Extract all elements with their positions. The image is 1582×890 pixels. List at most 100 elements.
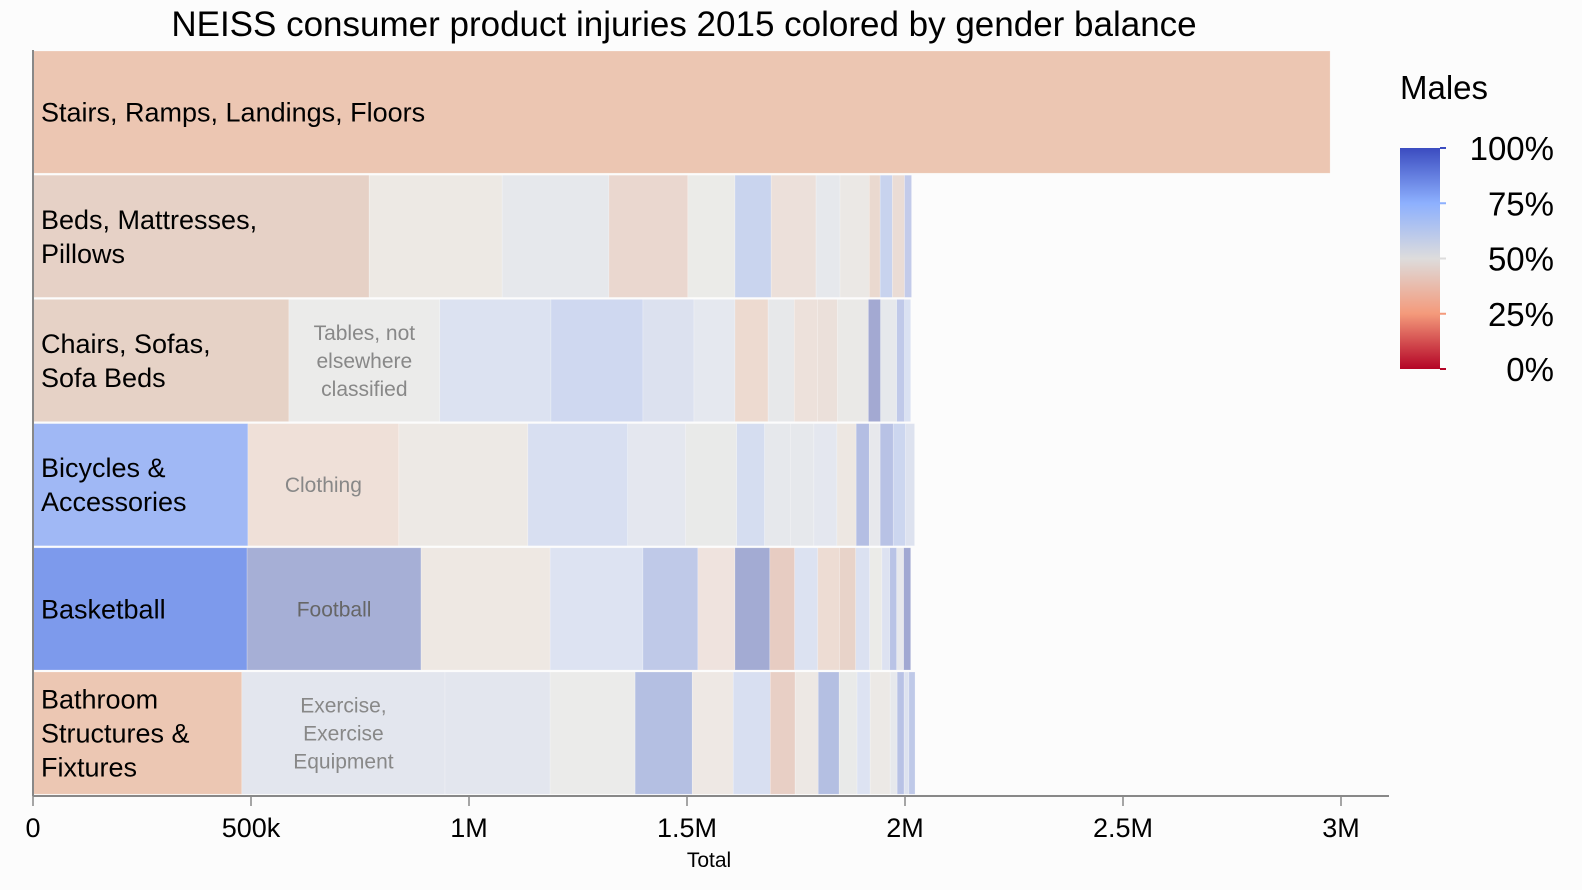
legend-title: Males [1400,69,1488,106]
bar-segment[interactable] [868,174,881,298]
bar-segment[interactable] [608,174,689,298]
bar-segment-primary[interactable] [32,174,370,298]
bar-segment[interactable] [685,423,738,547]
bar-segment[interactable] [904,299,911,422]
legend-tick-label: 100% [1470,130,1554,167]
bar-segment[interactable] [288,299,441,422]
x-tick-label: 3M [1322,813,1360,843]
bar-segment[interactable] [868,423,881,547]
bar-segment[interactable] [627,423,686,547]
label-line: Sofa Beds [41,363,166,393]
segment-label: Football [297,598,372,621]
bar-segment[interactable] [838,671,858,795]
bar-segment[interactable] [734,547,771,671]
bar-segment[interactable] [691,671,734,795]
x-tick-label: 0 [25,813,40,843]
bar-segment[interactable] [813,423,838,547]
bar-segment[interactable] [880,299,898,422]
bar-segment[interactable] [896,299,905,422]
bar-segment[interactable] [736,423,765,547]
bar-segment[interactable] [855,547,870,671]
bar-segment[interactable] [767,299,795,422]
label-line: Chairs, Sofas, [41,329,211,359]
bar-segment[interactable] [642,299,695,422]
legend-tick-label: 25% [1488,296,1554,333]
bar-row: Basketball Football [32,547,911,671]
bar-segment[interactable] [868,299,881,422]
x-tick-label: 2M [886,813,924,843]
bar-segment[interactable] [769,671,796,795]
bar-segment[interactable] [896,547,904,671]
bar-segment[interactable] [869,547,883,671]
label-line: Pillows [41,239,125,269]
bar-segment[interactable] [501,174,610,298]
bar-segment[interactable] [794,671,819,795]
legend-tick-label: 0% [1506,351,1554,388]
bar-segment[interactable] [734,299,769,422]
x-axis-title: Total [687,849,731,872]
bar-segment-primary[interactable] [32,547,248,671]
bar-segment[interactable] [444,671,551,795]
bar-segment[interactable] [817,547,840,671]
bar-segment[interactable] [687,174,736,298]
bar-segment[interactable] [837,299,869,422]
bar-segment[interactable] [734,174,772,298]
label-line: Accessories [41,487,187,517]
segment-label: Clothing [285,474,362,497]
bar-segment[interactable] [439,299,552,422]
bar-row: Bicycles & Accessories Clothing [32,423,915,547]
bar-segment[interactable] [398,423,529,547]
bar-segment[interactable] [889,671,898,795]
bar-segment[interactable] [770,174,817,298]
bar-segment[interactable] [856,671,871,795]
bar-segment[interactable] [247,423,400,547]
bar-segment[interactable] [693,299,736,422]
bar-segment[interactable] [815,174,841,298]
bar-segment[interactable] [420,547,551,671]
bar-segment[interactable] [903,671,910,795]
bar-segment-primary[interactable] [32,50,1331,174]
bar-segment[interactable] [903,547,911,671]
bar-segment[interactable] [889,547,898,671]
bar-segment[interactable] [896,671,905,795]
bar-segment[interactable] [904,174,912,298]
bar-segment[interactable] [549,547,644,671]
row-label: Bicycles & Accessories [41,453,187,517]
bar-segment-primary[interactable] [32,671,243,795]
bar-segment[interactable] [892,174,905,298]
bar-segment[interactable] [839,547,857,671]
bar-segment[interactable] [527,423,629,547]
bar-segment[interactable] [905,423,915,547]
bar-segment-primary[interactable] [32,423,249,547]
bar-segment[interactable] [908,671,916,795]
bar-segment[interactable] [794,547,819,671]
bar-segment[interactable] [879,174,893,298]
bar-segment[interactable] [550,299,644,422]
bar-segment[interactable] [855,423,870,547]
bar-segment[interactable] [241,671,446,795]
bar-segment[interactable] [817,671,840,795]
bar-segment[interactable] [764,423,792,547]
row-label: Bathroom Structures & Fixtures [41,685,190,783]
label-line: Exercise, [300,694,386,717]
row-label: Beds, Mattresses, Pillows [41,205,257,269]
bar-segment-primary[interactable] [32,299,290,422]
legend-gradient-bar [1400,148,1440,369]
bar-segment[interactable] [549,671,636,795]
bar-segment[interactable] [817,299,838,422]
label-line: Exercise [303,722,384,745]
bar-segment[interactable] [879,423,894,547]
bar-segment[interactable] [769,547,795,671]
bar-segment[interactable] [732,671,771,795]
bar-segment[interactable] [881,547,891,671]
bar-segment[interactable] [790,423,815,547]
bar-segment[interactable] [642,547,699,671]
bar-segment[interactable] [869,671,891,795]
bar-segment[interactable] [892,423,906,547]
bar-segment[interactable] [634,671,693,795]
bar-segment[interactable] [839,174,870,298]
bar-segment[interactable] [368,174,503,298]
bar-segment[interactable] [697,547,736,671]
bar-segment[interactable] [793,299,818,422]
bar-segment[interactable] [836,423,857,547]
